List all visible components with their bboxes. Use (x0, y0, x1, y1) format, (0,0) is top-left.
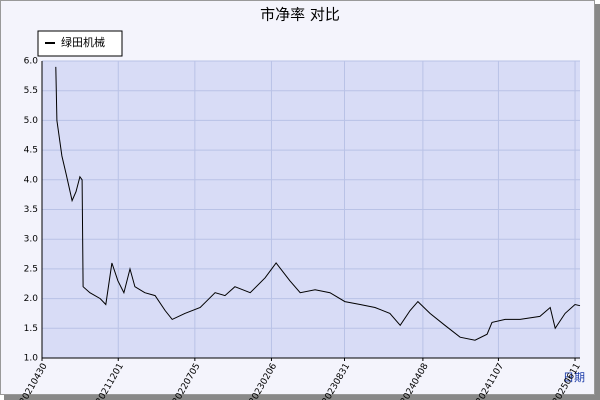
x-axis-label: 日期 (563, 371, 585, 384)
series-line (55, 66, 581, 341)
y-tick-label: 2.5 (24, 264, 38, 274)
y-tick-label: 6.0 (24, 57, 39, 67)
y-tick-label: 4.5 (24, 146, 38, 156)
shadow (4, 395, 600, 400)
y-tick-label: 5.0 (24, 116, 39, 126)
y-tick-label: 3.5 (24, 205, 38, 215)
shadow (595, 4, 600, 400)
y-tick-label: 2.0 (24, 294, 39, 304)
y-tick-label: 5.5 (24, 86, 38, 96)
legend-label: 绿田机械 (61, 35, 105, 49)
y-tick-label: 4.0 (24, 175, 39, 185)
y-tick-label: 3.0 (24, 235, 39, 245)
y-tick-label: 1.5 (24, 324, 38, 334)
chart-title: 市净率 对比 (260, 6, 340, 24)
y-tick-label: 1.0 (24, 354, 39, 364)
